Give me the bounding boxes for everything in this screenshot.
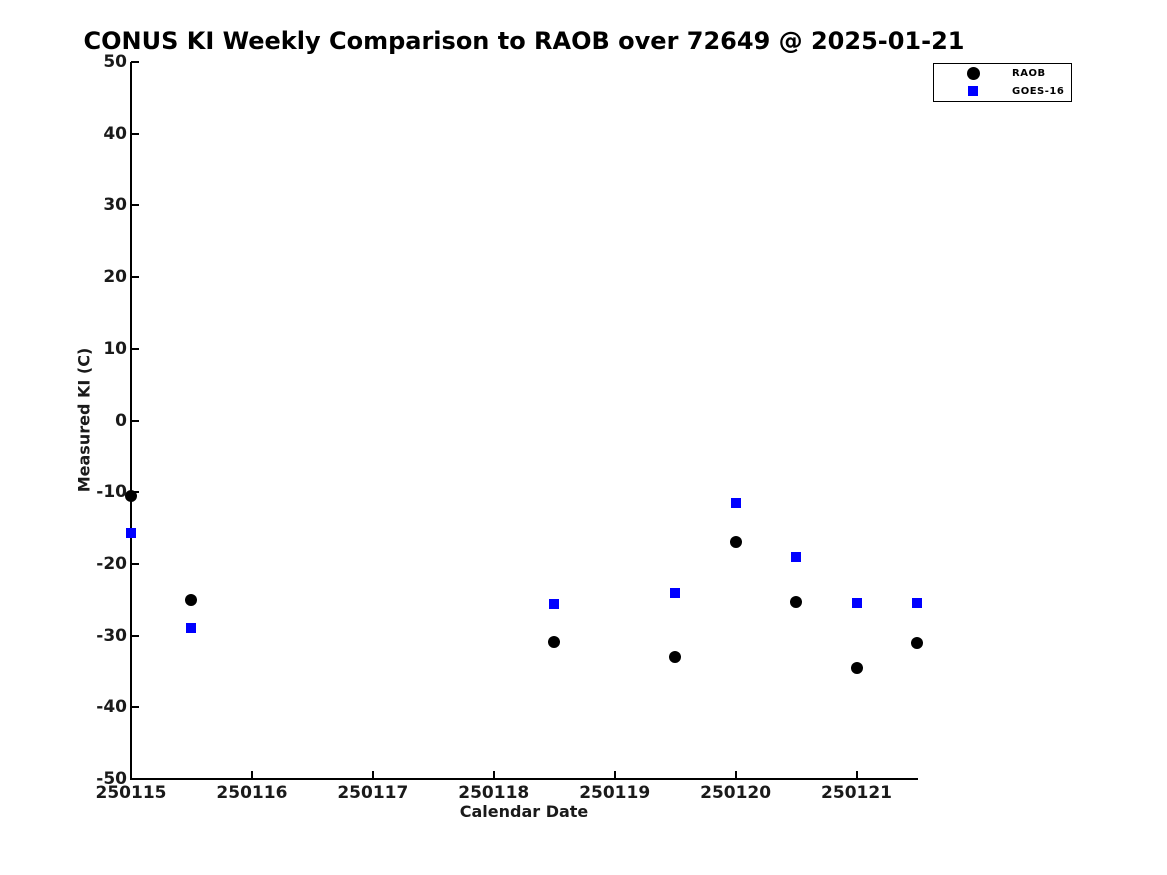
y-tick: [131, 132, 139, 135]
x-tick: [130, 771, 132, 779]
x-tick: [613, 771, 616, 779]
x-tick-label: 250120: [700, 783, 772, 803]
raob-marker: [911, 636, 923, 649]
x-tick-label: 250119: [579, 783, 651, 803]
legend-marker-cell: [934, 67, 1012, 81]
x-axis-label: Calendar Date: [459, 802, 589, 821]
raob-marker: [125, 489, 137, 502]
x-tick: [371, 771, 374, 779]
y-tick: [131, 61, 139, 63]
goes-16-marker: [126, 528, 136, 539]
x-tick: [492, 771, 495, 779]
y-tick-label: 0: [115, 410, 127, 431]
goes-16-marker: [730, 497, 741, 508]
x-tick-label: 250115: [95, 783, 167, 803]
y-tick-label: -40: [96, 697, 127, 718]
x-tick-label: 250121: [821, 783, 893, 803]
goes-16-marker: [186, 622, 197, 633]
y-tick-label: -20: [96, 553, 127, 574]
y-tick: [131, 419, 139, 422]
y-tick: [131, 562, 139, 565]
goes-16-marker: [912, 598, 922, 609]
y-tick-label: 10: [103, 338, 127, 359]
goes-16-marker: [549, 599, 560, 610]
raob-marker: [850, 661, 863, 674]
legend-square-icon: [968, 86, 978, 97]
raob-marker: [729, 536, 742, 549]
y-tick-label: -50: [96, 769, 127, 789]
raob-marker: [669, 651, 682, 664]
y-tick-label: -10: [96, 482, 127, 503]
x-tick: [734, 771, 737, 779]
y-tick-label: 30: [103, 195, 127, 216]
legend-label: GOES-16: [1012, 85, 1065, 97]
legend-item-goes-16: GOES-16: [934, 83, 1071, 99]
x-tick: [250, 771, 253, 779]
y-tick: [131, 634, 139, 637]
raob-marker: [790, 595, 803, 608]
y-tick-label: 50: [103, 52, 127, 72]
legend-marker-cell: [934, 86, 1012, 97]
y-tick: [131, 204, 139, 207]
chart-title: CONUS KI Weekly Comparison to RAOB over …: [83, 27, 965, 55]
legend-circle-icon: [966, 67, 980, 81]
goes-16-marker: [791, 552, 802, 563]
legend-item-raob: RAOB: [934, 66, 1071, 82]
y-tick: [131, 347, 139, 350]
legend-label: RAOB: [1012, 68, 1046, 80]
raob-marker: [185, 593, 198, 606]
y-tick-label: -30: [96, 625, 127, 646]
goes-16-marker: [851, 597, 862, 608]
x-tick-label: 250118: [458, 783, 530, 803]
y-tick: [131, 778, 139, 780]
x-axis-line: [130, 778, 918, 780]
y-tick-label: 20: [103, 267, 127, 288]
x-tick: [855, 771, 858, 779]
goes-16-marker: [670, 588, 681, 599]
y-tick: [131, 706, 139, 709]
raob-marker: [548, 636, 561, 649]
y-tick-label: 40: [103, 123, 127, 144]
legend: RAOB GOES-16: [933, 63, 1072, 102]
y-tick: [131, 276, 139, 279]
x-tick-label: 250117: [337, 783, 409, 803]
x-tick-label: 250116: [216, 783, 288, 803]
